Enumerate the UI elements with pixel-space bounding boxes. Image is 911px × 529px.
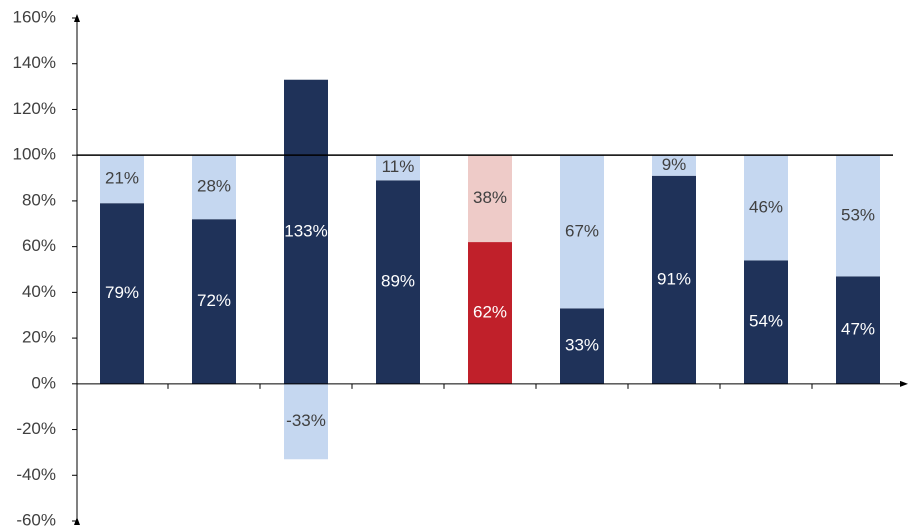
bar-segment <box>192 219 236 384</box>
y-tick-label: -20% <box>16 419 56 438</box>
y-tick-label: 100% <box>13 145 56 164</box>
bar-segment <box>284 383 328 460</box>
data-label: 21% <box>105 169 139 188</box>
data-label: 11% <box>382 157 415 176</box>
data-label: 79% <box>105 283 139 302</box>
data-label: 91% <box>657 269 691 288</box>
data-label: 54% <box>749 312 783 331</box>
y-tick-label: -40% <box>16 465 56 484</box>
data-label: 133% <box>284 221 327 240</box>
y-tick-label: 80% <box>22 190 56 209</box>
y-tick-label: 40% <box>22 282 56 301</box>
bar-segment <box>376 155 420 181</box>
bar-segment <box>192 155 236 220</box>
data-label: 47% <box>841 320 875 339</box>
y-tick-label: 0% <box>31 373 56 392</box>
data-label: 89% <box>381 272 415 291</box>
bar-segment <box>560 308 604 384</box>
bar-segment <box>100 155 144 204</box>
data-label: -33% <box>286 411 326 430</box>
bar-segment <box>560 155 604 309</box>
y-tick-label: 120% <box>13 99 56 118</box>
bar-segment <box>652 175 696 384</box>
data-label: 53% <box>841 205 875 224</box>
y-tick-label: 60% <box>22 236 56 255</box>
y-tick-label: -60% <box>16 510 56 529</box>
y-tick-label: 160% <box>13 7 56 26</box>
bar-segment <box>652 155 696 176</box>
data-label: 72% <box>197 291 231 310</box>
bar-segment <box>836 276 880 384</box>
bar-segment <box>100 203 144 384</box>
data-label: 62% <box>473 302 507 321</box>
data-label: 67% <box>565 221 599 240</box>
data-label: 38% <box>473 188 507 207</box>
bar-segment <box>376 180 420 384</box>
data-label: 46% <box>749 197 783 216</box>
bar-segment <box>468 242 512 384</box>
y-tick-label: 20% <box>22 328 56 347</box>
bar-segment <box>744 260 788 384</box>
bar-segment <box>284 79 328 384</box>
data-label: 33% <box>565 336 599 355</box>
data-label: 28% <box>197 177 231 196</box>
bar-segment <box>468 155 512 243</box>
y-tick-label: 140% <box>13 53 56 72</box>
bar-segment <box>744 155 788 261</box>
data-label: 9% <box>662 155 687 174</box>
bar-segment <box>836 155 880 277</box>
